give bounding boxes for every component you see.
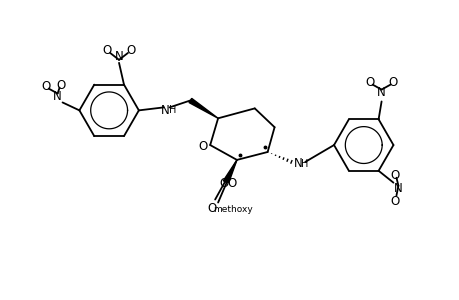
Text: O: O — [126, 44, 135, 57]
Text: O: O — [198, 140, 207, 152]
Text: O: O — [56, 79, 65, 92]
Text: O: O — [41, 80, 50, 93]
Text: N: N — [161, 104, 170, 117]
Text: O: O — [390, 195, 399, 208]
Text: N: N — [376, 86, 385, 99]
Text: O: O — [102, 44, 112, 57]
Polygon shape — [225, 160, 236, 182]
Polygon shape — [189, 98, 218, 118]
Text: N: N — [114, 50, 123, 63]
Text: H: H — [300, 159, 308, 169]
Text: O: O — [390, 169, 399, 182]
Text: N: N — [393, 182, 402, 195]
Text: N: N — [293, 158, 302, 170]
Text: methoxy: methoxy — [213, 205, 252, 214]
Text: H: H — [168, 105, 176, 116]
Text: O: O — [364, 76, 374, 89]
Text: O: O — [219, 177, 228, 190]
Text: O: O — [207, 202, 216, 215]
Text: O: O — [227, 177, 236, 190]
Text: O: O — [388, 76, 397, 89]
Text: N: N — [53, 90, 62, 103]
Polygon shape — [223, 160, 236, 183]
